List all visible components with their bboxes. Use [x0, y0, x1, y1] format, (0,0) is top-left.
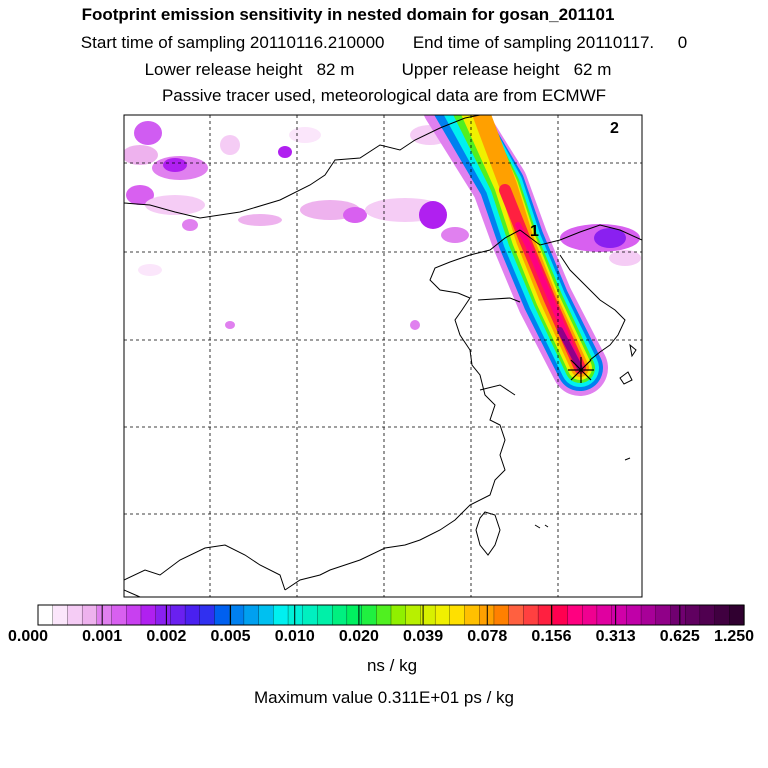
colorbar-frame	[37, 604, 745, 626]
colorbar-cell	[640, 604, 657, 626]
colorbar-cell	[243, 604, 260, 626]
colorbar-cell	[493, 604, 510, 626]
colorbar-cell	[37, 604, 54, 626]
colorbar-tick-label: 0.000	[7, 628, 49, 645]
map-frame	[123, 114, 643, 598]
colorbar-tick-label: 0.078	[467, 628, 508, 645]
colorbar-cell	[111, 604, 127, 626]
colorbar-cell	[508, 604, 525, 626]
colorbar-cell	[655, 604, 672, 626]
tracer-info: Passive tracer used, meteorological data…	[161, 86, 607, 105]
colorbar-cell	[552, 604, 569, 626]
colorbar-cell	[302, 604, 319, 626]
colorbar-cell	[184, 604, 201, 626]
colorbar-cell	[81, 604, 98, 626]
colorbar-tick-label: 0.002	[146, 628, 187, 645]
colorbar-cell	[567, 604, 583, 626]
page-title: Footprint emission sensitivity in nested…	[81, 5, 615, 24]
colorbar-cell	[199, 604, 216, 626]
map-label-1: 1	[530, 223, 539, 240]
colorbar-cell	[332, 604, 348, 626]
map-label-2: 2	[610, 120, 619, 137]
colorbar-cell	[273, 604, 289, 626]
footprint-plume	[424, 115, 608, 396]
colorbar-cell	[405, 604, 422, 626]
colorbar-cell	[464, 604, 480, 626]
colorbar-tick-label: 0.005	[210, 628, 251, 645]
colorbar-cell	[685, 604, 701, 626]
colorbar-cell	[699, 604, 716, 626]
colorbar-tick-label: 0.039	[403, 628, 444, 645]
colorbar-cell	[214, 604, 230, 626]
colorbar-cell	[287, 604, 304, 626]
colorbar-cell	[346, 604, 363, 626]
colorbar-cell	[96, 604, 113, 626]
colorbar-cell	[596, 604, 613, 626]
sensitivity-patches	[124, 121, 641, 330]
colorbar-tick-label: 0.313	[595, 628, 636, 645]
colorbar-cell	[729, 604, 745, 626]
colorbar-tick-label: 0.625	[659, 628, 700, 645]
colorbar-cell	[155, 604, 172, 626]
colorbar-cell	[52, 604, 69, 626]
colorbar-cell	[376, 604, 392, 626]
colorbar-cell	[390, 604, 407, 626]
colorbar-tick-label: 1.250	[713, 628, 755, 645]
colorbar-cell	[714, 604, 730, 626]
maximum-value: Maximum value 0.311E+01 ps / kg	[253, 688, 514, 707]
colorbar-cell	[258, 604, 274, 626]
receptor-star-icon	[568, 357, 594, 383]
colorbar-cell	[140, 604, 157, 626]
colorbar-cell	[67, 604, 83, 626]
colorbar-cell	[523, 604, 539, 626]
coastlines	[124, 115, 642, 597]
colorbar-cell	[229, 604, 245, 626]
release-heights: Lower release height 82 m Upper release …	[144, 60, 612, 79]
colorbar-tick-label: 0.156	[531, 628, 572, 645]
colorbar-cell	[434, 604, 451, 626]
sampling-times: Start time of sampling 20110116.210000 E…	[80, 33, 688, 52]
colorbar-tick-label: 0.001	[82, 628, 123, 645]
colorbar-cell	[611, 604, 627, 626]
colorbar-cell	[361, 604, 377, 626]
colorbar-tick-label: 0.010	[274, 628, 315, 645]
colorbar-tick-label: 0.020	[338, 628, 379, 645]
colorbar-cell	[126, 604, 142, 626]
colorbar-units: ns / kg	[366, 656, 418, 675]
gridlines	[124, 115, 642, 597]
colorbar-cell	[170, 604, 186, 626]
colorbar-cell	[582, 604, 598, 626]
colorbar-cell	[626, 604, 642, 626]
colorbar-cell	[317, 604, 333, 626]
colorbar-cell	[449, 604, 466, 626]
colorbar-cell	[670, 604, 686, 626]
